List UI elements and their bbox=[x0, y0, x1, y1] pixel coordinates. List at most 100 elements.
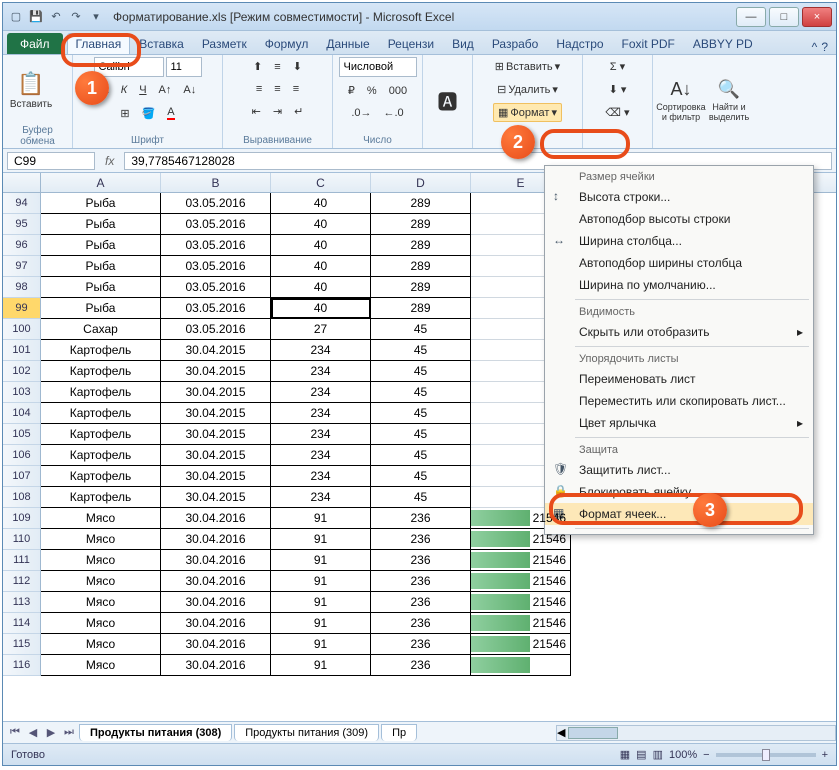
row-header[interactable]: 95 bbox=[3, 214, 41, 235]
cell[interactable]: 30.04.2015 bbox=[161, 445, 271, 466]
cell[interactable]: Картофель bbox=[41, 424, 161, 445]
cell[interactable]: 03.05.2016 bbox=[161, 298, 271, 319]
row-header[interactable]: 96 bbox=[3, 235, 41, 256]
row-header[interactable]: 102 bbox=[3, 361, 41, 382]
fill-button-icon[interactable]: ⬇ ▾ bbox=[604, 80, 632, 99]
cell[interactable]: 27 bbox=[271, 319, 371, 340]
cell[interactable]: 234 bbox=[271, 466, 371, 487]
italic-button[interactable]: К bbox=[116, 81, 132, 99]
cell[interactable]: 30.04.2016 bbox=[161, 571, 271, 592]
zoom-out-icon[interactable]: − bbox=[703, 749, 709, 761]
cell[interactable]: 45 bbox=[371, 361, 471, 382]
cell[interactable]: Картофель bbox=[41, 466, 161, 487]
wrap-text-icon[interactable]: ↵ bbox=[289, 102, 308, 121]
cell[interactable]: Рыба bbox=[41, 193, 161, 214]
sort-filter-button[interactable]: A↓Сортировка и фильтр bbox=[659, 68, 703, 134]
font-shrink-icon[interactable]: A↓ bbox=[178, 81, 201, 99]
cell[interactable]: 45 bbox=[371, 403, 471, 424]
align-center-icon[interactable]: ≡ bbox=[269, 80, 285, 98]
tab-формул[interactable]: Формул bbox=[256, 33, 318, 54]
redo-icon[interactable]: ↷ bbox=[67, 8, 85, 26]
cell[interactable]: 40 bbox=[271, 298, 371, 319]
cell[interactable]: 45 bbox=[371, 466, 471, 487]
cell[interactable]: 91 bbox=[271, 508, 371, 529]
cell[interactable]: 03.05.2016 bbox=[161, 277, 271, 298]
cell[interactable]: 236 bbox=[371, 592, 471, 613]
save-icon[interactable]: 💾 bbox=[27, 8, 45, 26]
cell[interactable]: 30.04.2015 bbox=[161, 466, 271, 487]
cell[interactable]: 289 bbox=[371, 277, 471, 298]
menu-item[interactable]: ↕Высота строки... bbox=[545, 186, 813, 208]
cell[interactable]: 30.04.2016 bbox=[161, 592, 271, 613]
align-left-icon[interactable]: ≡ bbox=[251, 80, 267, 98]
column-header[interactable]: C bbox=[271, 173, 371, 192]
menu-item[interactable]: Переименовать лист bbox=[545, 368, 813, 390]
cell[interactable]: Рыба bbox=[41, 256, 161, 277]
cell[interactable]: 30.04.2016 bbox=[161, 634, 271, 655]
underline-button[interactable]: Ч bbox=[134, 81, 151, 99]
cell[interactable]: 40 bbox=[271, 235, 371, 256]
cell[interactable]: Картофель bbox=[41, 445, 161, 466]
row-header[interactable]: 111 bbox=[3, 550, 41, 571]
cell[interactable]: 21546 bbox=[471, 613, 571, 634]
tab-вид[interactable]: Вид bbox=[443, 33, 483, 54]
sheet-tab-active[interactable]: Продукты питания (308) bbox=[79, 724, 232, 741]
cell[interactable]: 236 bbox=[371, 508, 471, 529]
cell[interactable]: 236 bbox=[371, 613, 471, 634]
cell[interactable]: 45 bbox=[371, 445, 471, 466]
cell[interactable]: 40 bbox=[271, 214, 371, 235]
align-right-icon[interactable]: ≡ bbox=[288, 80, 304, 98]
menu-item[interactable]: ↔Ширина столбца... bbox=[545, 230, 813, 252]
cell[interactable]: 45 bbox=[371, 487, 471, 508]
ribbon-minimize-icon[interactable]: ^ bbox=[812, 40, 818, 54]
cell[interactable]: Мясо bbox=[41, 550, 161, 571]
view-layout-icon[interactable]: ▤ bbox=[636, 748, 646, 761]
font-size-dropdown[interactable]: 11 bbox=[166, 57, 202, 77]
cell[interactable]: Рыба bbox=[41, 214, 161, 235]
cells-delete-button[interactable]: ⊟ Удалить ▾ bbox=[492, 80, 563, 99]
cell[interactable]: 234 bbox=[271, 403, 371, 424]
menu-item[interactable]: Переместить или скопировать лист... bbox=[545, 390, 813, 412]
cell[interactable]: 91 bbox=[271, 613, 371, 634]
cell[interactable]: 03.05.2016 bbox=[161, 214, 271, 235]
undo-icon[interactable]: ↶ bbox=[47, 8, 65, 26]
row-header[interactable]: 108 bbox=[3, 487, 41, 508]
cell[interactable]: 30.04.2015 bbox=[161, 487, 271, 508]
sheet-nav-last-icon[interactable]: ⏭ bbox=[61, 726, 77, 739]
row-header[interactable]: 112 bbox=[3, 571, 41, 592]
number-format-dropdown[interactable]: Числовой bbox=[339, 57, 417, 77]
row-header[interactable]: 97 bbox=[3, 256, 41, 277]
view-pagebreak-icon[interactable]: ▥ bbox=[653, 748, 663, 761]
sheet-nav-next-icon[interactable]: ▶ bbox=[43, 726, 59, 739]
cell[interactable]: 234 bbox=[271, 487, 371, 508]
styles-button[interactable]: 🅰 bbox=[429, 68, 466, 134]
cell[interactable]: 289 bbox=[371, 235, 471, 256]
cell[interactable]: 45 bbox=[371, 382, 471, 403]
cell[interactable]: 91 bbox=[271, 571, 371, 592]
paste-button[interactable]: 📋Вставить bbox=[9, 57, 53, 123]
cell[interactable]: 289 bbox=[371, 298, 471, 319]
tab-разрабо[interactable]: Разрабо bbox=[483, 33, 548, 54]
sheet-tab[interactable]: Пр bbox=[381, 724, 417, 741]
cell[interactable]: 289 bbox=[371, 193, 471, 214]
cell[interactable]: 21546 bbox=[471, 592, 571, 613]
cell[interactable]: 91 bbox=[271, 550, 371, 571]
maximize-button[interactable]: □ bbox=[769, 7, 799, 27]
row-header[interactable]: 109 bbox=[3, 508, 41, 529]
row-header[interactable]: 94 bbox=[3, 193, 41, 214]
cell[interactable]: Мясо bbox=[41, 655, 161, 676]
qat-more-icon[interactable]: ▾ bbox=[87, 8, 105, 26]
cell[interactable]: Мясо bbox=[41, 529, 161, 550]
sheet-nav-first-icon[interactable]: ⏮ bbox=[7, 726, 23, 739]
currency-icon[interactable]: ₽ bbox=[343, 81, 360, 100]
view-normal-icon[interactable]: ▦ bbox=[620, 748, 630, 761]
cell[interactable] bbox=[471, 655, 571, 676]
tab-foxit pdf[interactable]: Foxit PDF bbox=[613, 33, 684, 54]
row-header[interactable]: 99 bbox=[3, 298, 41, 319]
column-header[interactable]: B bbox=[161, 173, 271, 192]
cell[interactable]: Картофель bbox=[41, 361, 161, 382]
cell[interactable]: 236 bbox=[371, 571, 471, 592]
cell[interactable]: 236 bbox=[371, 529, 471, 550]
cell[interactable]: Мясо bbox=[41, 508, 161, 529]
cell[interactable]: Сахар bbox=[41, 319, 161, 340]
